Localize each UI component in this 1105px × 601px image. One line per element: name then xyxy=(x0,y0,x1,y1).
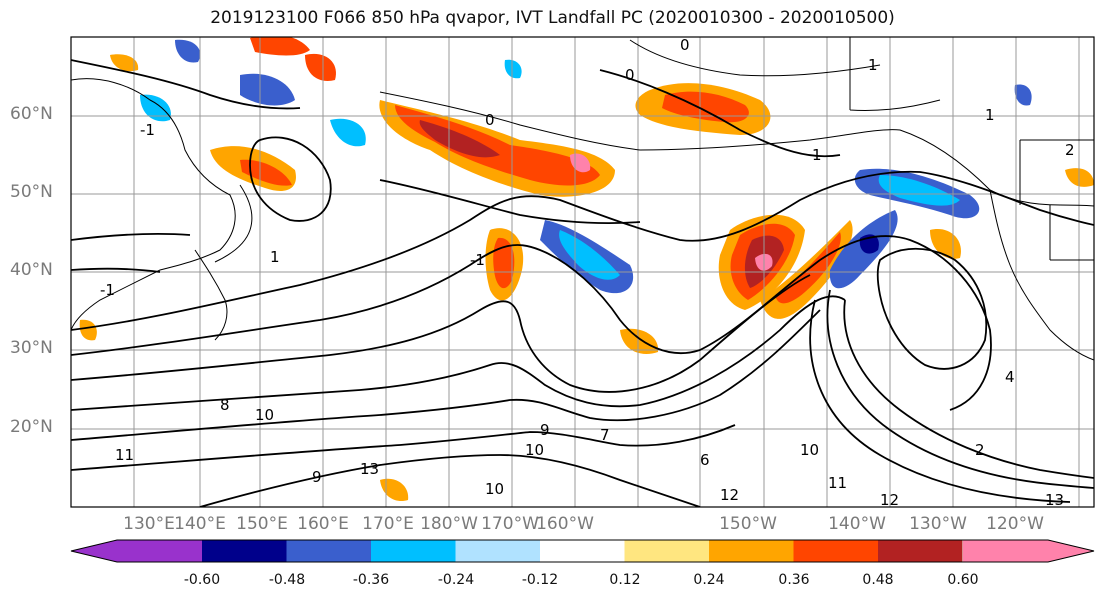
contour-label: 11 xyxy=(828,474,847,492)
contour-label: 1 xyxy=(985,106,995,124)
contour-label: 6 xyxy=(700,451,710,469)
lon-label: 160°E xyxy=(297,514,349,534)
contour-label: 0 xyxy=(485,111,495,129)
lat-label: 50°N xyxy=(10,182,53,202)
colorbar-segment xyxy=(624,540,709,562)
colorbar-label: -0.60 xyxy=(183,572,221,588)
contour-label: 10 xyxy=(255,406,274,424)
lon-label: 140°W xyxy=(828,514,886,534)
colorbar-label: 0.24 xyxy=(693,572,725,588)
lon-label: 150°E xyxy=(236,514,288,534)
contour-label: -1 xyxy=(140,121,155,139)
lat-label: 60°N xyxy=(10,104,53,124)
colorbar-label: -0.12 xyxy=(521,572,559,588)
colorbar-label: 0.12 xyxy=(609,572,641,588)
contour-label: 7 xyxy=(600,426,610,444)
contour-label: 11 xyxy=(115,446,134,464)
lat-label: 30°N xyxy=(10,338,53,358)
lat-label: 40°N xyxy=(10,260,53,280)
contour-label: 1 xyxy=(812,146,822,164)
contour-label: -1 xyxy=(470,251,485,269)
colorbar-label: -0.24 xyxy=(437,572,475,588)
lat-label: 20°N xyxy=(10,417,53,437)
contour-label: 1 xyxy=(868,56,878,74)
colorbar-segment xyxy=(455,540,540,562)
colorbar-segment xyxy=(540,540,625,562)
coastlines xyxy=(71,37,1094,361)
lon-label: 140°E xyxy=(174,514,226,534)
contour-label: 9 xyxy=(312,468,322,486)
colorbar-segment xyxy=(963,540,1094,562)
contour-label: 10 xyxy=(525,441,544,459)
colorbar-segment xyxy=(71,540,202,562)
anomaly-shading xyxy=(79,37,1094,502)
contour-label: 10 xyxy=(485,480,504,498)
lon-label: 180°W xyxy=(420,514,478,534)
colorbar-label: 0.60 xyxy=(947,572,979,588)
contour-label: 8 xyxy=(220,396,230,414)
lon-label: 120°W xyxy=(986,514,1044,534)
contour-label: 2 xyxy=(1065,141,1075,159)
lon-label: 130°E xyxy=(123,514,175,534)
contour-label: 13 xyxy=(360,460,379,478)
contour-label: 0 xyxy=(625,66,635,84)
contour-label: 13 xyxy=(1045,491,1064,509)
contour-label: 1 xyxy=(270,248,280,266)
contour-label: 12 xyxy=(880,491,899,509)
colorbar-segment xyxy=(286,540,371,562)
colorbar-segment xyxy=(709,540,794,562)
contour-label: 10 xyxy=(800,441,819,459)
map-title: 2019123100 F066 850 hPa qvapor, IVT Land… xyxy=(210,8,895,28)
contour-label: 12 xyxy=(720,486,739,504)
lon-label: 170°W xyxy=(481,514,539,534)
contour-label: 4 xyxy=(1005,368,1015,386)
colorbar-frame xyxy=(70,539,1095,563)
colorbar-segment xyxy=(202,540,287,562)
colorbar-segment xyxy=(878,540,963,562)
lon-label: 150°W xyxy=(719,514,777,534)
ivt-contours xyxy=(71,59,1094,507)
colorbar-label: -0.48 xyxy=(268,572,306,588)
graticule xyxy=(71,37,1094,507)
colorbar-label: 0.48 xyxy=(862,572,894,588)
contour-label: -1 xyxy=(100,281,115,299)
colorbar-segment xyxy=(793,540,878,562)
colorbar-segment xyxy=(371,540,456,562)
contour-labels: 0 0 -1 1 1 -1 1 -1 0 1 2 6 7 8 9 9 10 10… xyxy=(100,36,1075,509)
lon-label: 170°E xyxy=(362,514,414,534)
colorbar-label: -0.36 xyxy=(352,572,390,588)
lon-label: 160°W xyxy=(536,514,594,534)
lon-label: 130°W xyxy=(909,514,967,534)
contour-label: 9 xyxy=(540,421,550,439)
contour-label: 2 xyxy=(975,441,985,459)
colorbar-label: 0.36 xyxy=(778,572,810,588)
contour-label: 0 xyxy=(680,36,690,54)
map-frame xyxy=(70,36,1095,508)
